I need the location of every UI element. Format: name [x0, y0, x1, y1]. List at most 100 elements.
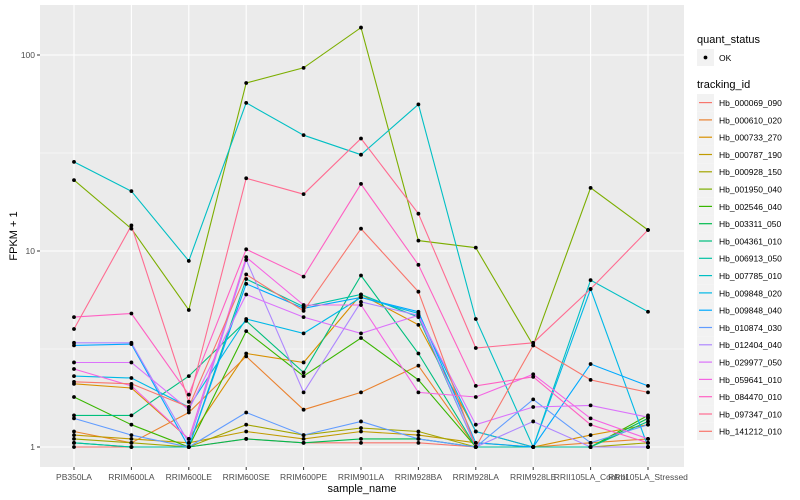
- legend-label: Hb_029977_050: [719, 358, 782, 368]
- data-point-Hb_004361_010: [186, 374, 191, 379]
- data-point-Hb_004361_010: [301, 370, 306, 375]
- data-point-Hb_029977_050: [531, 405, 536, 409]
- legend-label: OK: [719, 53, 732, 63]
- legend-shape-title: quant_status: [697, 34, 760, 46]
- data-point-Hb_097347_010: [244, 176, 249, 181]
- data-point-Hb_000787_190: [72, 433, 76, 438]
- data-point-Hb_000069_090: [359, 440, 363, 445]
- data-point-Hb_000928_150: [416, 429, 421, 434]
- data-point-Hb_029977_050: [301, 315, 306, 319]
- data-point-Hb_001950_040: [588, 185, 593, 190]
- legend-point-icon: [703, 55, 708, 60]
- data-point-Hb_029977_050: [244, 292, 249, 297]
- legend-color-title: tracking_id: [697, 79, 750, 91]
- data-point-Hb_012404_040: [129, 340, 134, 345]
- data-point-Hb_000610_020: [244, 354, 249, 359]
- legend-label: Hb_009848_020: [719, 288, 782, 298]
- data-point-Hb_010874_030: [129, 433, 134, 438]
- data-point-Hb_000787_190: [416, 433, 421, 438]
- data-point-Hb_012404_040: [531, 419, 536, 424]
- data-point-Hb_004361_010: [359, 273, 363, 278]
- data-point-Hb_000069_090: [72, 445, 76, 449]
- data-point-Hb_007785_010: [588, 278, 593, 283]
- data-point-Hb_006913_050: [129, 445, 134, 449]
- data-point-Hb_084470_010: [301, 274, 306, 279]
- data-point-Hb_009848_040: [416, 309, 421, 314]
- x-tick-label: RRIM600SE: [223, 472, 271, 482]
- data-point-Hb_000928_150: [244, 422, 249, 427]
- y-tick-label: 10: [26, 246, 36, 256]
- data-point-Hb_009848_020: [72, 374, 76, 379]
- x-axis: PB350LA RRIM600LA RRIM600LE RRIM600SE RRIM60…: [56, 467, 688, 482]
- data-point-Hb_084470_010: [473, 383, 478, 388]
- data-point-Hb_059641_010: [301, 303, 306, 307]
- data-point-Hb_009848_020: [244, 317, 249, 321]
- data-point-Hb_009848_040: [244, 281, 249, 286]
- data-point-Hb_029977_050: [129, 360, 134, 365]
- data-point-Hb_084470_010: [186, 392, 191, 397]
- data-point-Hb_010874_030: [301, 433, 306, 438]
- data-point-Hb_001950_040: [129, 226, 134, 231]
- legend-label: Hb_000610_020: [719, 115, 782, 125]
- data-point-Hb_007785_010: [72, 159, 76, 164]
- legend-label: Hb_000928_150: [719, 167, 782, 177]
- x-tick-label: RRIM600LE: [166, 472, 213, 482]
- data-point-Hb_097347_010: [129, 223, 134, 228]
- data-point-Hb_029977_050: [416, 313, 421, 318]
- data-point-Hb_002546_040: [129, 422, 134, 427]
- data-point-Hb_029977_050: [646, 415, 650, 420]
- data-point-Hb_007785_010: [473, 317, 478, 321]
- data-point-Hb_009848_040: [588, 362, 593, 366]
- data-point-Hb_007785_010: [129, 189, 134, 194]
- data-point-Hb_007785_010: [646, 309, 650, 314]
- legend-label: Hb_001950_040: [719, 185, 782, 195]
- data-point-Hb_003311_050: [359, 436, 363, 441]
- data-point-Hb_097347_010: [72, 327, 76, 331]
- data-point-Hb_141212_010: [129, 381, 134, 386]
- data-point-Hb_002546_040: [301, 374, 306, 379]
- data-point-Hb_009848_040: [473, 440, 478, 445]
- data-point-Hb_000787_190: [244, 429, 249, 434]
- x-tick-label: RRIM928LA: [453, 472, 500, 482]
- data-point-Hb_000928_150: [72, 436, 76, 441]
- data-point-Hb_084470_010: [129, 311, 134, 316]
- data-points: [72, 25, 650, 449]
- x-tick-label: RRIM600LA: [108, 472, 155, 482]
- data-point-Hb_004361_010: [129, 413, 134, 418]
- data-point-Hb_097347_010: [588, 287, 593, 291]
- data-point-Hb_012404_040: [359, 299, 363, 304]
- data-point-Hb_097347_010: [473, 346, 478, 350]
- data-point-Hb_000928_150: [359, 426, 363, 430]
- data-point-Hb_001950_040: [186, 308, 191, 312]
- data-point-Hb_000733_270: [301, 360, 306, 365]
- legend-label: Hb_000733_270: [719, 133, 782, 143]
- y-tick-label: 100: [21, 50, 35, 60]
- legend-label: Hb_000069_090: [719, 98, 782, 108]
- data-point-Hb_000733_270: [588, 433, 593, 438]
- data-point-Hb_059641_010: [72, 367, 76, 371]
- data-point-Hb_084470_010: [416, 262, 421, 267]
- legend-label: Hb_002546_040: [719, 202, 782, 212]
- data-point-Hb_000733_270: [416, 322, 421, 327]
- data-point-Hb_012404_040: [244, 258, 249, 262]
- legend-label: Hb_141212_010: [719, 427, 782, 437]
- data-point-Hb_000787_190: [359, 429, 363, 434]
- data-point-Hb_001950_040: [473, 245, 478, 250]
- data-point-Hb_000787_190: [301, 436, 306, 441]
- data-point-Hb_059641_010: [588, 416, 593, 421]
- data-point-Hb_010874_030: [359, 419, 363, 424]
- data-point-Hb_002546_040: [72, 395, 76, 399]
- x-tick-label: RRIM901LA: [338, 472, 385, 482]
- data-point-Hb_010874_030: [72, 416, 76, 421]
- legend-label: Hb_006913_050: [719, 254, 782, 264]
- data-point-Hb_002546_040: [244, 329, 249, 334]
- data-point-Hb_029977_050: [359, 331, 363, 336]
- data-point-Hb_141212_010: [646, 390, 650, 395]
- data-point-Hb_029977_050: [588, 403, 593, 408]
- legend-label: Hb_003311_050: [719, 219, 782, 229]
- legend-label: Hb_000787_190: [719, 150, 782, 160]
- legend-label: Hb_084470_010: [719, 392, 782, 402]
- legend-label: Hb_097347_010: [719, 409, 782, 419]
- data-point-Hb_141212_010: [72, 379, 76, 384]
- y-tick-label: 1: [30, 442, 35, 452]
